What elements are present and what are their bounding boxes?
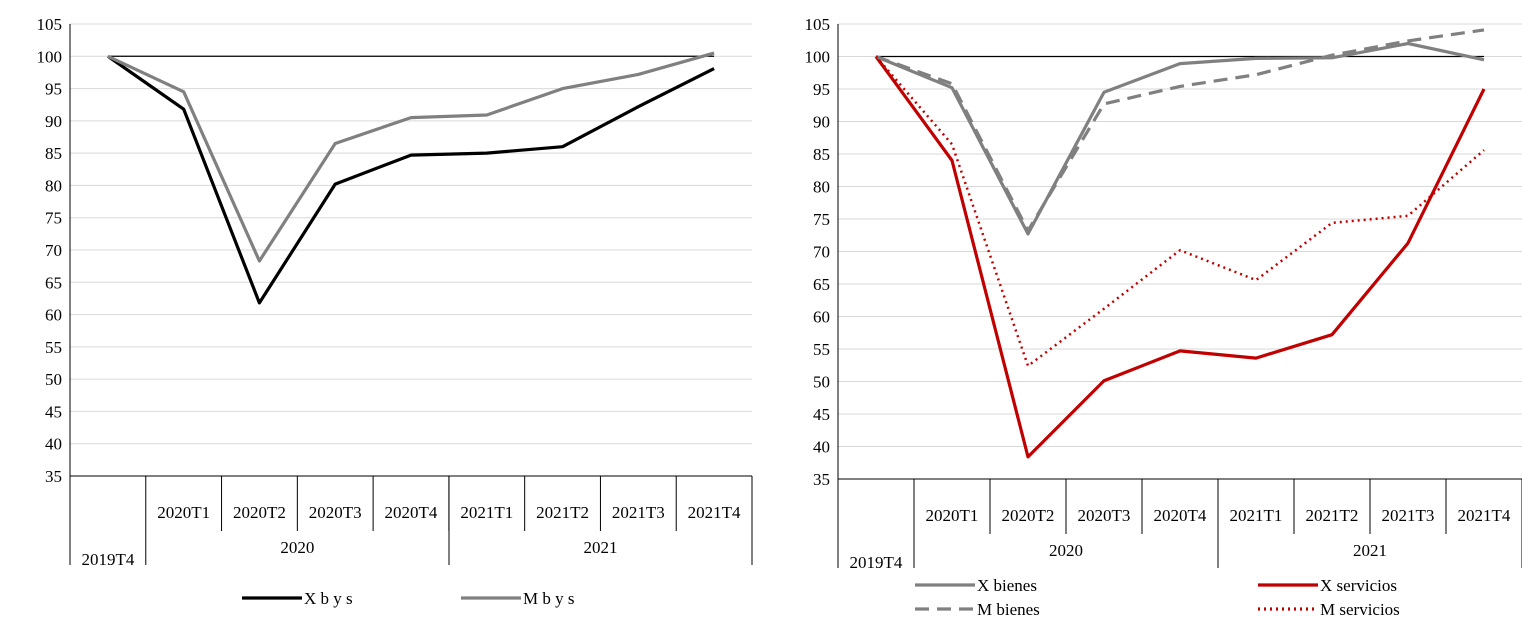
x-tick-label: 2021T4: [1458, 506, 1511, 525]
x-tick-label: 2019T4: [81, 550, 134, 569]
y-tick-label: 35: [813, 470, 830, 489]
y-tick-label: 55: [45, 338, 62, 357]
x-tick-label: 2021T4: [688, 503, 741, 522]
series-line: [106, 54, 715, 305]
y-tick-label: 40: [813, 438, 830, 457]
y-tick-label: 55: [813, 340, 830, 359]
y-tick-label: 105: [37, 15, 63, 34]
y-tick-label: 75: [813, 210, 830, 229]
y-tick-label: 70: [45, 241, 62, 260]
y-tick-label: 80: [813, 178, 830, 197]
x-tick-label: 2020T2: [1002, 506, 1055, 525]
y-tick-label: 60: [813, 308, 830, 327]
chart-goods-services: 35 40 45 50 55 60 65 70 75 80 85 90 95 100 105 2019T4 20…: [805, 15, 1522, 619]
year-label: 2021: [1353, 541, 1387, 560]
x-tick-label: 2021T3: [612, 503, 665, 522]
year-label: 2021: [584, 538, 618, 557]
y-tick-label: 90: [45, 112, 62, 131]
series-line: [874, 55, 1486, 459]
legend-label: X bienes: [977, 576, 1037, 595]
y-tick-label: 70: [813, 243, 830, 262]
x-tick-label: 2021T2: [536, 503, 589, 522]
y-tick-label: 50: [45, 370, 62, 389]
legend-label: X servicios: [1320, 576, 1397, 595]
y-tick-label: 100: [37, 47, 63, 66]
y-tick-label: 60: [45, 306, 62, 325]
x-tick-label: 2020T4: [1154, 506, 1207, 525]
y-tick-label: 95: [813, 80, 830, 99]
legend-label: X b y s: [304, 589, 353, 608]
x-tick-label: 2020T3: [1078, 506, 1131, 525]
y-tick-label: 45: [813, 405, 830, 424]
x-tick-label: 2020T3: [309, 503, 362, 522]
x-tick-label: 2021T3: [1382, 506, 1435, 525]
y-tick-label: 85: [813, 145, 830, 164]
y-tick-label: 40: [45, 435, 62, 454]
series-line: [107, 51, 715, 263]
y-tick-label: 75: [45, 209, 62, 228]
y-tick-label: 50: [813, 373, 830, 392]
legend-label: M servicios: [1320, 600, 1400, 619]
year-label: 2020: [280, 538, 314, 557]
y-tick-label: 65: [813, 275, 830, 294]
x-tick-label: 2020T1: [157, 503, 210, 522]
y-tick-label: 35: [45, 467, 62, 486]
x-tick-label: 2021T1: [460, 503, 513, 522]
y-tick-label: 65: [45, 273, 62, 292]
legend-label: M bienes: [977, 600, 1040, 619]
series-line: [875, 28, 1485, 233]
y-tick-label: 45: [45, 402, 62, 421]
x-tick-label: 2020T2: [233, 503, 286, 522]
x-tick-label: 2020T4: [385, 503, 438, 522]
chart-exports-imports-total: 35 40 45 50 55 60 65 70 75 80 85 90 95 100 105 2019T4 20…: [37, 15, 753, 608]
x-tick-label: 2021T2: [1306, 506, 1359, 525]
y-tick-label: 90: [813, 113, 830, 132]
y-tick-label: 105: [805, 15, 831, 34]
x-tick-label: 2021T1: [1230, 506, 1283, 525]
year-label: 2020: [1049, 541, 1083, 560]
y-tick-label: 80: [45, 176, 62, 195]
x-tick-label: 2020T1: [926, 506, 979, 525]
legend-label: M b y s: [523, 589, 574, 608]
y-tick-label: 95: [45, 80, 62, 99]
x-tick-label: 2019T4: [850, 553, 903, 572]
series-line: [875, 41, 1485, 236]
y-tick-label: 100: [805, 48, 831, 67]
y-tick-label: 85: [45, 144, 62, 163]
series-line: [875, 55, 1485, 368]
